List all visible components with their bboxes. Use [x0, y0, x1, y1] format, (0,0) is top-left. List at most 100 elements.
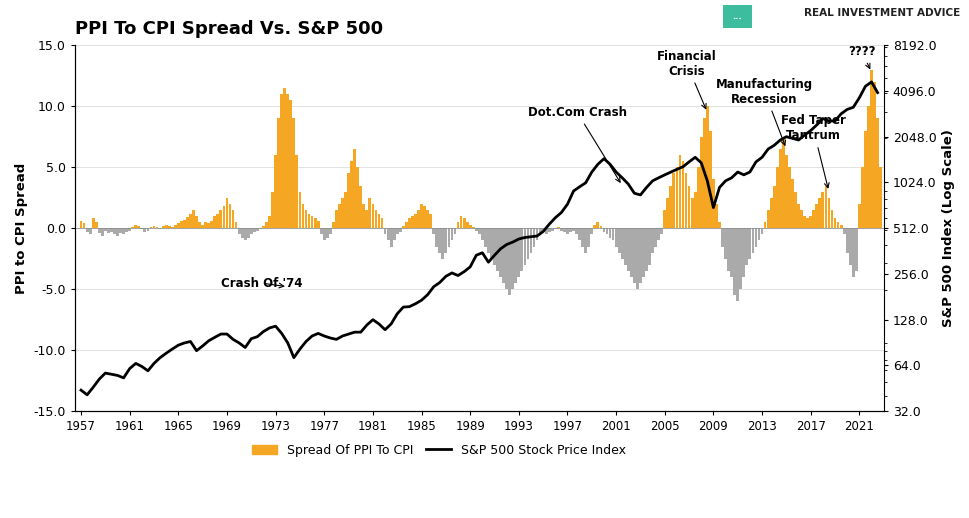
Bar: [265, 222, 267, 228]
Bar: [104, 228, 107, 231]
Bar: [444, 228, 447, 253]
Bar: [122, 228, 125, 234]
Text: Fed Taper
Tantrum: Fed Taper Tantrum: [780, 114, 845, 188]
Bar: [234, 222, 237, 228]
Bar: [450, 228, 453, 240]
Bar: [356, 167, 359, 228]
Bar: [511, 228, 514, 289]
Bar: [623, 228, 626, 265]
Bar: [85, 228, 88, 232]
Text: ????: ????: [847, 45, 875, 68]
Bar: [183, 220, 186, 228]
Bar: [109, 228, 112, 232]
Bar: [766, 210, 768, 228]
Bar: [678, 155, 680, 228]
Bar: [687, 185, 690, 228]
Bar: [347, 174, 350, 228]
Bar: [751, 228, 754, 253]
Bar: [338, 204, 340, 228]
Bar: [633, 228, 635, 283]
Bar: [271, 192, 273, 228]
Bar: [748, 228, 751, 258]
Bar: [778, 149, 781, 228]
Bar: [390, 228, 392, 247]
Bar: [572, 228, 575, 231]
Bar: [317, 221, 319, 228]
Bar: [131, 227, 134, 228]
Bar: [842, 228, 845, 234]
Bar: [326, 228, 328, 238]
Bar: [79, 221, 82, 228]
Bar: [583, 228, 586, 253]
Bar: [781, 137, 784, 228]
Bar: [829, 210, 832, 228]
Bar: [878, 167, 881, 228]
Bar: [535, 228, 538, 240]
Bar: [334, 210, 337, 228]
Bar: [301, 204, 304, 228]
Bar: [207, 223, 210, 228]
Bar: [149, 227, 152, 228]
Bar: [720, 228, 723, 247]
Bar: [733, 228, 735, 295]
Bar: [629, 228, 632, 277]
Bar: [836, 222, 838, 228]
Bar: [532, 228, 535, 247]
Bar: [304, 210, 307, 228]
Bar: [602, 228, 605, 232]
Bar: [538, 228, 541, 234]
Bar: [799, 210, 802, 228]
Bar: [705, 106, 708, 228]
Bar: [359, 185, 361, 228]
Bar: [703, 119, 705, 228]
Bar: [441, 228, 444, 258]
Bar: [650, 228, 653, 253]
Bar: [404, 222, 407, 228]
Bar: [298, 192, 301, 228]
Bar: [802, 216, 805, 228]
Bar: [277, 119, 280, 228]
Bar: [95, 222, 98, 228]
Bar: [669, 185, 672, 228]
Bar: [745, 228, 747, 265]
Bar: [590, 228, 593, 234]
Bar: [696, 167, 699, 228]
Bar: [666, 198, 669, 228]
Bar: [113, 228, 115, 234]
Bar: [854, 228, 857, 271]
Bar: [486, 228, 489, 253]
Bar: [569, 228, 572, 232]
Bar: [620, 228, 623, 258]
Bar: [516, 228, 519, 277]
Bar: [250, 228, 253, 234]
Bar: [614, 228, 617, 247]
Bar: [195, 216, 198, 228]
Y-axis label: S&P 500 Index (Log Scale): S&P 500 Index (Log Scale): [941, 130, 954, 327]
Bar: [824, 185, 827, 228]
Bar: [168, 226, 171, 228]
Bar: [684, 174, 687, 228]
Bar: [660, 228, 663, 234]
Bar: [186, 217, 189, 228]
Bar: [827, 198, 829, 228]
Bar: [438, 228, 441, 253]
Bar: [741, 228, 744, 277]
Bar: [155, 227, 158, 228]
Bar: [641, 228, 644, 277]
Bar: [693, 192, 696, 228]
Bar: [101, 228, 104, 236]
Bar: [851, 228, 854, 277]
Bar: [387, 228, 390, 240]
Bar: [141, 228, 143, 229]
Bar: [818, 198, 821, 228]
Bar: [784, 155, 787, 228]
Bar: [350, 161, 353, 228]
Bar: [246, 228, 249, 238]
Bar: [119, 228, 122, 233]
Bar: [857, 204, 860, 228]
Bar: [526, 228, 529, 258]
Bar: [192, 210, 195, 228]
Bar: [313, 219, 316, 228]
Bar: [832, 219, 835, 228]
Bar: [605, 228, 608, 234]
